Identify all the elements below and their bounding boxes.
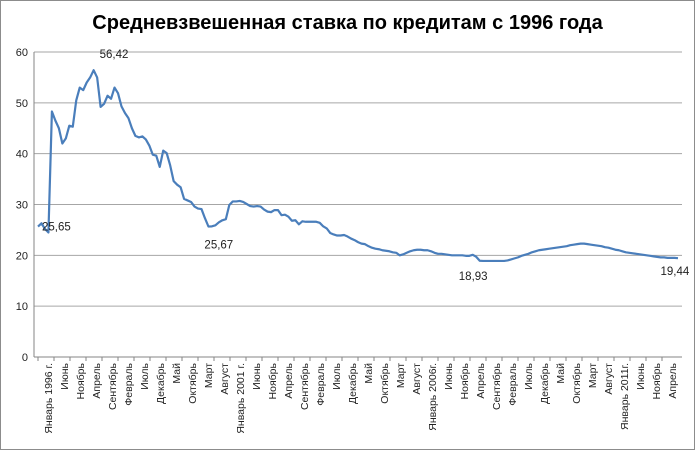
x-tick-label: Март: [395, 363, 407, 388]
x-tick-label: Июнь: [443, 362, 455, 389]
y-tick-label: 30: [16, 200, 28, 212]
x-tick-label: Май: [555, 363, 567, 384]
x-axis: Январь 1996 г. Июнь Ноябрь Апрель Сентябрь Фе…: [34, 356, 682, 434]
x-tick-label: Март: [587, 363, 599, 388]
x-tick-label: Февраль: [123, 362, 135, 405]
x-tick-label: Сентябрь: [491, 362, 503, 410]
x-tick-label: Август: [219, 363, 231, 395]
x-tick-label: Февраль: [315, 362, 327, 405]
x-tick-label: Апрель: [91, 362, 103, 398]
annotations: 25,65 56,42 25,67 18,93 19,44: [42, 49, 690, 283]
data-label: 25,67: [204, 240, 233, 252]
y-tick-label: 60: [16, 47, 28, 59]
y-axis: 0 10 20 30 40 50 60: [16, 47, 35, 364]
x-tick-label: Январь 2011г.: [619, 363, 631, 430]
data-label: 18,93: [459, 271, 488, 283]
x-tick-label: Декабрь: [539, 362, 551, 403]
x-tick-label: Октябрь: [187, 362, 199, 403]
x-tick-label: Ноябрь: [459, 362, 471, 399]
x-tick-label: Май: [363, 363, 375, 384]
x-tick-label: Июнь: [59, 362, 71, 389]
x-tick-label: Ноябрь: [75, 362, 87, 399]
series-layer: [37, 69, 679, 263]
x-tick-label: Июнь: [635, 362, 647, 389]
x-tick-label: Май: [171, 363, 183, 384]
x-tick-label: Апрель: [667, 362, 679, 398]
gridlines: [34, 51, 682, 358]
x-tick-label: Ноябрь: [651, 362, 663, 399]
x-tick-label: Апрель: [283, 362, 295, 398]
data-label: 56,42: [100, 49, 129, 61]
y-tick-label: 20: [16, 250, 28, 262]
x-tick-label: Июль: [523, 362, 535, 389]
x-tick-label: Март: [203, 363, 215, 388]
y-tick-label: 50: [16, 98, 28, 110]
y-tick-label: 40: [16, 149, 28, 161]
x-tick-label: Январь 2006г.: [427, 363, 439, 431]
x-tick-label: Сентябрь: [107, 362, 119, 410]
x-tick-label: Июль: [331, 362, 343, 389]
data-label: 25,65: [42, 222, 71, 234]
data-label: 19,44: [661, 266, 690, 278]
x-tick-label: Январь 1996 г.: [43, 363, 55, 434]
x-tick-label: Апрель: [475, 362, 487, 398]
x-tick-label: Декабрь: [155, 362, 167, 403]
y-tick-label: 10: [16, 301, 28, 313]
x-tick-label: Август: [603, 363, 615, 395]
x-tick-label: Октябрь: [379, 362, 391, 403]
x-tick-label: Июнь: [251, 362, 263, 389]
x-tick-label: Февраль: [507, 362, 519, 405]
x-tick-label: Декабрь: [347, 362, 359, 403]
x-tick-label: Январь 2001 г.: [235, 363, 247, 434]
x-tick-label: Август: [411, 363, 423, 395]
x-tick-label: Ноябрь: [267, 362, 279, 399]
y-tick-label: 0: [22, 352, 28, 364]
x-tick-label: Октябрь: [571, 362, 583, 403]
chart-title: Средневзвешенная ставка по кредитам с 19…: [92, 12, 603, 34]
x-tick-label: Сентябрь: [299, 362, 311, 410]
series-line: [37, 69, 679, 263]
x-tick-label: Июль: [139, 362, 151, 389]
